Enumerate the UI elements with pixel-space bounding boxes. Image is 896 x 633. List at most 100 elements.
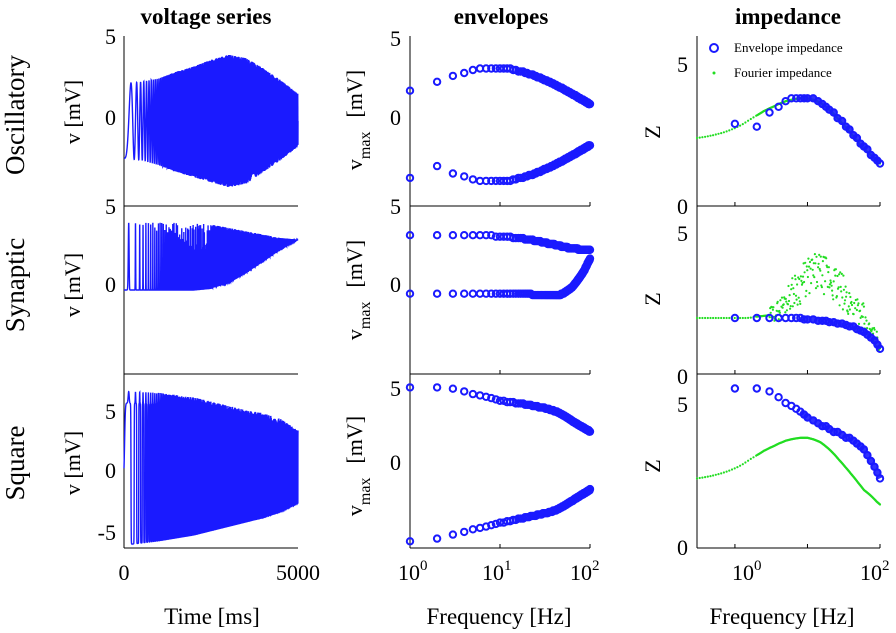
fourier-point <box>789 305 792 308</box>
envelope-impedance-band <box>799 315 883 351</box>
impedance-xtick-100: 102 <box>860 558 890 585</box>
fourier-impedance-line <box>800 436 881 506</box>
fourier-point <box>771 308 775 311</box>
envelope-xtick-1: 100 <box>398 558 428 585</box>
fourier-point <box>772 306 775 309</box>
voltage-ylabel-row1: v [mV] <box>60 80 85 144</box>
fourier-point <box>792 287 795 290</box>
envelope-point <box>468 65 478 75</box>
fourier-point <box>768 316 771 319</box>
fourier-point <box>838 304 841 307</box>
fourier-point <box>843 302 846 305</box>
fourier-point <box>744 316 747 320</box>
fourier-point <box>701 136 704 139</box>
envelope-impedance-point <box>774 313 783 323</box>
fourier-point <box>818 267 821 271</box>
fourier-point <box>848 292 851 295</box>
fourier-point <box>846 310 849 313</box>
envelope-point <box>468 389 478 399</box>
fourier-point <box>804 261 807 264</box>
fourier-point <box>816 285 819 288</box>
fourier-point <box>842 274 845 277</box>
fourier-point <box>841 296 844 299</box>
envelope-point <box>460 527 469 537</box>
fourier-point <box>826 266 829 269</box>
envelope-point <box>432 534 442 543</box>
fourier-point <box>769 311 772 314</box>
fourier-point <box>714 133 717 136</box>
voltage-ylabel-row3: v [mV] <box>60 431 85 495</box>
envelope-point <box>481 289 491 298</box>
fourier-point <box>798 277 801 281</box>
series-envelope-impedance <box>730 313 885 353</box>
fourier-point <box>854 307 857 310</box>
svg-text:vmax[mV]: vmax [mV] <box>342 70 374 170</box>
fourier-point <box>793 274 797 277</box>
fourier-point <box>848 308 852 311</box>
impedance-tick-r2-0: 0 <box>677 364 688 389</box>
fourier-point <box>741 123 744 126</box>
title-envelopes: envelopes <box>454 4 549 29</box>
envelope-point <box>460 68 469 78</box>
fourier-point <box>839 285 842 288</box>
fourier-point <box>695 136 699 140</box>
envelope-panel-oscillatory <box>405 36 595 207</box>
fourier-point <box>793 301 796 305</box>
fourier-point <box>784 297 787 300</box>
fourier-point <box>698 476 701 480</box>
voltage-trace <box>123 390 299 545</box>
fourier-point <box>736 466 739 469</box>
envelope-tick-r3-0: 0 <box>390 450 401 475</box>
fourier-point <box>847 305 850 308</box>
envelope-impedance-point <box>792 313 801 323</box>
fourier-point <box>850 300 853 304</box>
envelope-point <box>405 86 415 95</box>
envelope-point <box>432 289 442 298</box>
fourier-point <box>701 316 704 320</box>
fourier-point <box>784 311 787 314</box>
fourier-point <box>822 293 826 296</box>
fourier-point <box>801 275 805 278</box>
envelope-tick-r2-5: 5 <box>390 194 401 219</box>
fourier-point <box>813 276 816 279</box>
fourier-point <box>838 273 841 276</box>
fourier-point <box>739 316 742 320</box>
legend: Envelope impedance Fourier impedance <box>709 40 843 80</box>
impedance-ylabel-row1: Z <box>640 125 665 138</box>
envelope-point <box>585 99 595 109</box>
voltage-tick-r2-0: 0 <box>105 272 116 297</box>
fourier-point <box>831 289 834 292</box>
fourier-point <box>739 464 742 467</box>
ylabel-unit: [mV] <box>342 70 367 118</box>
fourier-point <box>803 271 806 274</box>
envelope-point <box>448 530 458 539</box>
svg-text:vmax[mV]: vmax [mV] <box>342 240 374 340</box>
fourier-point <box>836 274 839 278</box>
fourier-point <box>749 316 752 319</box>
ylabel-unit: [mV] <box>342 416 367 464</box>
envelope-point <box>460 231 469 240</box>
voltage-panel-synaptic <box>123 206 299 375</box>
fourier-point <box>722 316 726 320</box>
fourier-point <box>818 253 821 256</box>
fourier-point <box>812 274 815 277</box>
fourier-point <box>791 305 794 308</box>
row-label-oscillatory: Oscillatory <box>0 55 30 175</box>
fourier-point <box>778 311 782 314</box>
series-min-envelope <box>405 254 595 300</box>
fourier-point <box>830 284 833 287</box>
envelope-point <box>460 387 469 396</box>
svg-text:vmax[mV]: vmax [mV] <box>342 416 374 516</box>
fourier-point <box>695 316 699 320</box>
fourier-point <box>827 266 831 269</box>
fourier-point <box>864 316 867 319</box>
envelope-point <box>432 231 442 240</box>
fourier-point <box>847 312 850 315</box>
ylabel-v: v <box>342 159 367 170</box>
fourier-point <box>841 308 845 311</box>
fourier-point <box>856 304 860 307</box>
envelope-point <box>487 393 496 403</box>
envelope-point <box>448 289 458 298</box>
envelope-impedance-point <box>774 102 783 112</box>
